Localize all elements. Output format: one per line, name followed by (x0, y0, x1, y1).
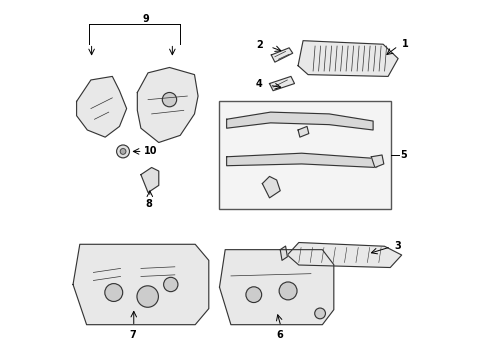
Polygon shape (226, 112, 372, 130)
Circle shape (279, 282, 296, 300)
Polygon shape (298, 126, 308, 137)
Polygon shape (137, 67, 198, 143)
Polygon shape (219, 249, 333, 325)
Text: 2: 2 (256, 40, 263, 50)
Polygon shape (269, 76, 294, 91)
Polygon shape (73, 244, 208, 325)
Text: 9: 9 (142, 14, 149, 23)
Circle shape (162, 93, 176, 107)
Circle shape (120, 149, 125, 154)
Bar (219, 102, 390, 208)
Text: 5: 5 (399, 150, 406, 160)
Polygon shape (298, 41, 397, 76)
Circle shape (104, 284, 122, 301)
Circle shape (116, 145, 129, 158)
Polygon shape (271, 48, 292, 62)
Polygon shape (262, 176, 280, 198)
Circle shape (163, 277, 178, 292)
Text: 8: 8 (145, 199, 152, 208)
Circle shape (245, 287, 261, 302)
Polygon shape (280, 246, 287, 260)
Circle shape (137, 286, 158, 307)
Text: 3: 3 (394, 241, 401, 251)
Text: 4: 4 (255, 79, 262, 89)
Text: 6: 6 (276, 330, 282, 340)
Polygon shape (141, 167, 159, 193)
Polygon shape (287, 243, 401, 267)
Circle shape (314, 308, 325, 319)
Polygon shape (226, 153, 376, 167)
Text: 10: 10 (143, 147, 157, 157)
Text: 7: 7 (129, 330, 136, 340)
Polygon shape (77, 76, 126, 137)
Polygon shape (370, 155, 383, 167)
Text: 1: 1 (401, 39, 407, 49)
